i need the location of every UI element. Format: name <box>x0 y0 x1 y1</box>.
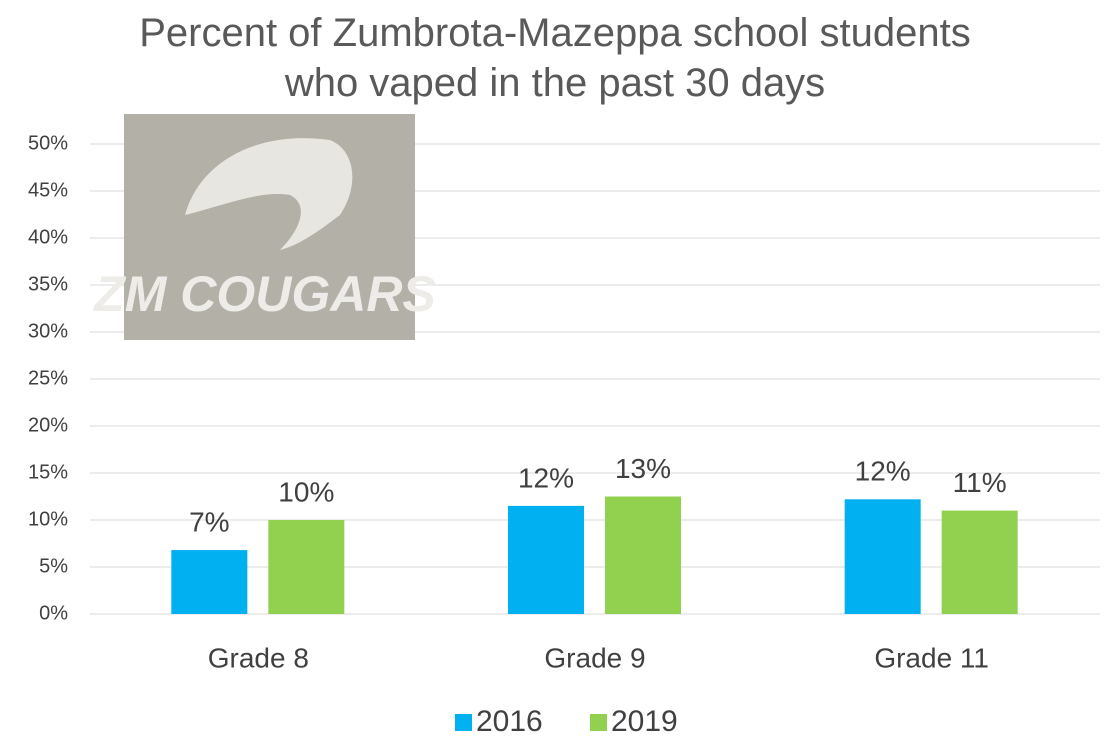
y-tick-label: 5% <box>39 555 68 577</box>
y-tick-label: 50% <box>28 132 68 154</box>
value-label: 13% <box>615 453 671 484</box>
bar <box>605 496 681 614</box>
y-tick-label: 15% <box>28 461 68 483</box>
x-tick-label: Grade 11 <box>874 642 989 673</box>
y-tick-label: 25% <box>28 367 68 389</box>
x-tick-label: Grade 8 <box>208 642 309 673</box>
y-tick-label: 30% <box>28 320 68 342</box>
value-label: 10% <box>278 476 334 507</box>
chart-title: Percent of Zumbrota-Mazeppa school stude… <box>139 11 971 105</box>
bar <box>941 510 1018 614</box>
y-tick-label: 45% <box>28 179 68 201</box>
value-label: 12% <box>518 462 574 493</box>
bar <box>844 499 921 614</box>
legend-label: 2016 <box>476 705 543 738</box>
y-tick-label: 35% <box>28 273 68 295</box>
value-label: 11% <box>953 467 1007 498</box>
y-tick-label: 40% <box>28 226 68 248</box>
value-label: 12% <box>855 456 911 487</box>
y-tick-label: 20% <box>28 414 68 436</box>
logo-icon <box>185 138 353 250</box>
y-tick-label: 10% <box>28 508 68 530</box>
bar <box>171 550 248 614</box>
value-label: 7% <box>189 506 229 537</box>
legend-swatch <box>455 714 472 731</box>
legend-label: 2019 <box>611 705 678 738</box>
bar <box>268 520 345 614</box>
x-tick-label: Grade 9 <box>544 642 645 673</box>
bar <box>508 505 584 614</box>
logo-text: ZM COUGARS <box>92 266 436 322</box>
legend-swatch <box>590 714 607 731</box>
y-tick-label: 0% <box>39 602 68 624</box>
